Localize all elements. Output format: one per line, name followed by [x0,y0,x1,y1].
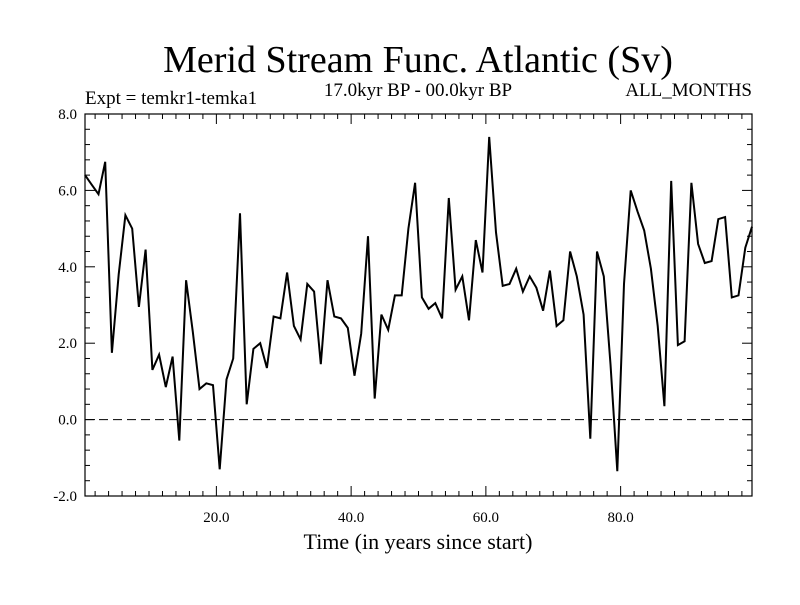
plot-area: 20.0 40.0 60.0 80.0 -2.0 0.0 2.0 4.0 6.0 8.0 [53,107,753,526]
y-tick-label: 8.0 [58,107,77,123]
x-axis-label: Time (in years since start) [304,529,533,554]
subtitle-center: 17.0kyr BP - 00.0kyr BP [324,80,512,101]
subtitle-left: Expt = temkr1-temka1 [85,88,257,109]
y-tick-label: 0.0 [58,413,77,429]
x-tick-label: 80.0 [607,510,633,526]
chart-title: Merid Stream Func. Atlantic (Sv) [163,39,673,81]
y-tick-label: 4.0 [58,260,77,276]
y-tick-label: 2.0 [58,336,77,352]
x-tick-label: 40.0 [338,510,364,526]
y-tick-label: 6.0 [58,183,77,199]
x-tick-label: 20.0 [203,510,229,526]
series-line [84,136,753,472]
x-tick-label: 60.0 [473,510,499,526]
y-tick-label: -2.0 [53,489,77,505]
subtitle-right: ALL_MONTHS [625,80,752,101]
